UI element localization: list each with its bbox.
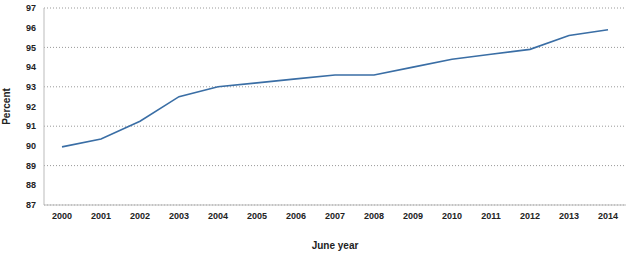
svg-text:87: 87 (26, 200, 36, 210)
svg-text:2002: 2002 (130, 211, 150, 221)
svg-text:2001: 2001 (91, 211, 111, 221)
svg-text:89: 89 (26, 161, 36, 171)
svg-text:2006: 2006 (286, 211, 306, 221)
svg-text:2008: 2008 (364, 211, 384, 221)
svg-text:93: 93 (26, 82, 36, 92)
svg-text:2009: 2009 (403, 211, 423, 221)
svg-text:91: 91 (26, 121, 36, 131)
svg-text:92: 92 (26, 102, 36, 112)
svg-text:2007: 2007 (325, 211, 345, 221)
svg-text:2013: 2013 (559, 211, 579, 221)
svg-text:Percent: Percent (8, 87, 12, 124)
svg-text:2014: 2014 (598, 211, 618, 221)
svg-text:2010: 2010 (442, 211, 462, 221)
svg-text:2000: 2000 (52, 211, 72, 221)
svg-text:96: 96 (26, 23, 36, 33)
svg-text:2012: 2012 (520, 211, 540, 221)
svg-text:90: 90 (26, 141, 36, 151)
svg-text:97: 97 (26, 3, 36, 13)
svg-text:94: 94 (26, 62, 36, 72)
svg-text:2011: 2011 (481, 211, 501, 221)
svg-text:2003: 2003 (169, 211, 189, 221)
svg-text:2004: 2004 (208, 211, 228, 221)
svg-text:June year: June year (312, 240, 359, 251)
svg-text:88: 88 (26, 180, 36, 190)
svg-text:2005: 2005 (247, 211, 267, 221)
svg-text:95: 95 (26, 43, 36, 53)
